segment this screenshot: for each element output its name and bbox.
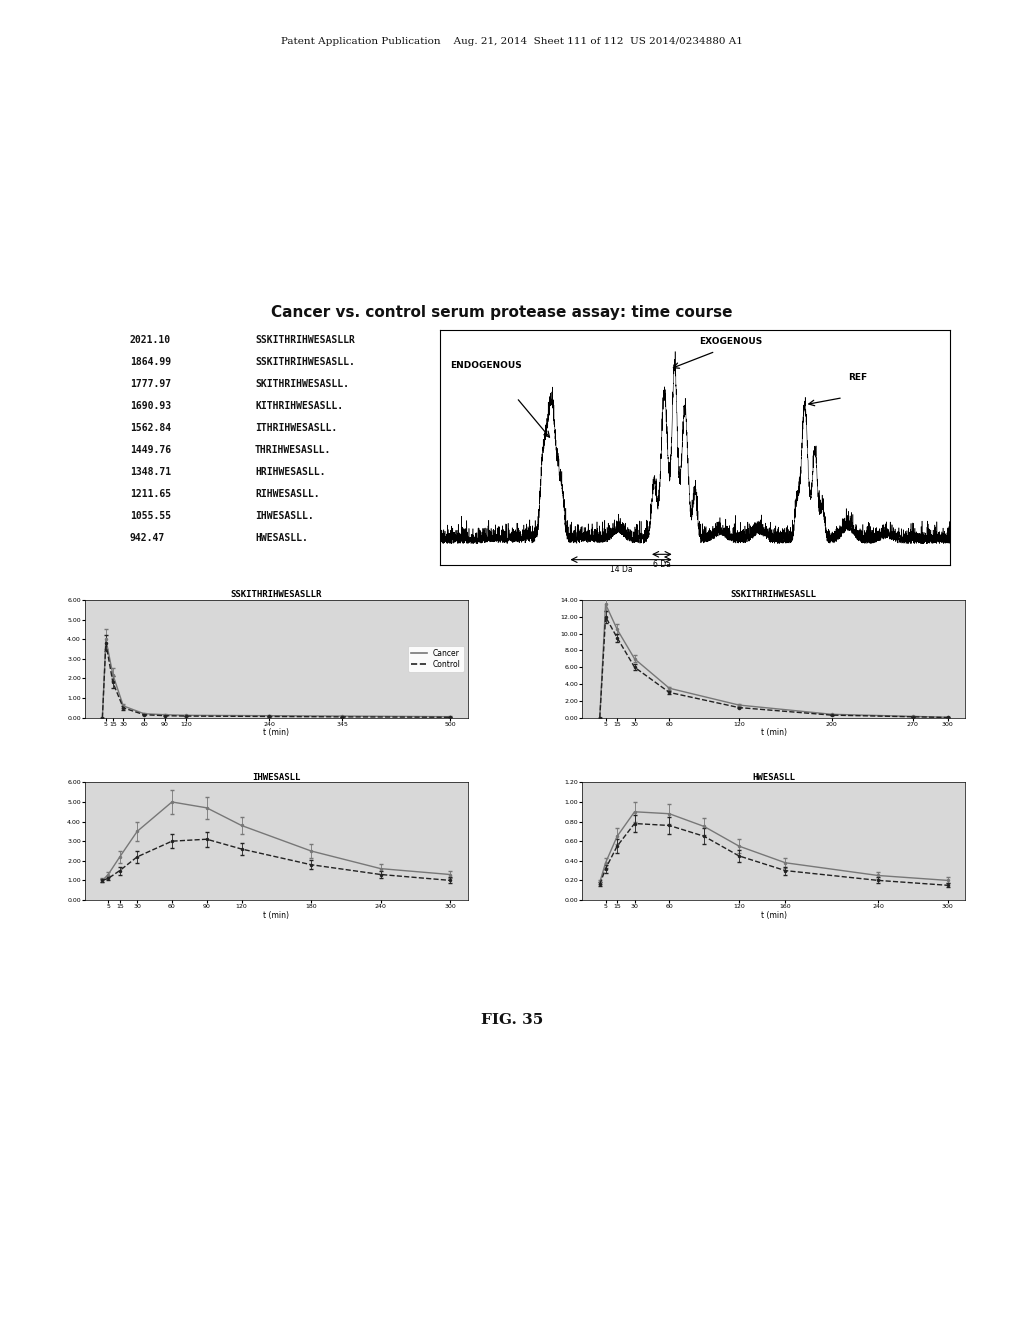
Text: 1449.76: 1449.76 bbox=[130, 445, 171, 455]
X-axis label: t (min): t (min) bbox=[263, 911, 290, 920]
X-axis label: t (min): t (min) bbox=[761, 911, 786, 920]
Text: SKITHRIHWESASLL.: SKITHRIHWESASLL. bbox=[255, 379, 349, 389]
Text: KITHRIHWESASLL.: KITHRIHWESASLL. bbox=[255, 401, 343, 411]
Text: 1864.99: 1864.99 bbox=[130, 356, 171, 367]
X-axis label: t (min): t (min) bbox=[761, 729, 786, 737]
Text: HWESASLL.: HWESASLL. bbox=[255, 533, 308, 543]
Text: 1777.97: 1777.97 bbox=[130, 379, 171, 389]
Text: EXOGENOUS: EXOGENOUS bbox=[699, 337, 762, 346]
Text: 942.47: 942.47 bbox=[130, 533, 165, 543]
Text: 14 Da: 14 Da bbox=[609, 565, 633, 574]
Text: REF: REF bbox=[848, 372, 867, 381]
Title: SSKITHRIHWESASLL: SSKITHRIHWESASLL bbox=[731, 590, 817, 599]
Title: HWESASLL: HWESASLL bbox=[753, 772, 796, 781]
Text: RIHWESASLL.: RIHWESASLL. bbox=[255, 488, 319, 499]
Text: 1562.84: 1562.84 bbox=[130, 422, 171, 433]
Text: Cancer vs. control serum protease assay: time course: Cancer vs. control serum protease assay:… bbox=[271, 305, 732, 319]
Text: 1348.71: 1348.71 bbox=[130, 467, 171, 477]
Text: 1690.93: 1690.93 bbox=[130, 401, 171, 411]
X-axis label: t (min): t (min) bbox=[263, 729, 290, 737]
Legend: Cancer, Control: Cancer, Control bbox=[409, 645, 464, 672]
Text: ITHRIHWESASLL.: ITHRIHWESASLL. bbox=[255, 422, 337, 433]
Text: HRIHWESASLL.: HRIHWESASLL. bbox=[255, 467, 326, 477]
Text: SSKITHRIHWESASLLR: SSKITHRIHWESASLLR bbox=[255, 335, 355, 345]
Text: THRIHWESASLL.: THRIHWESASLL. bbox=[255, 445, 332, 455]
Text: 1055.55: 1055.55 bbox=[130, 511, 171, 521]
Title: IHWESASLL: IHWESASLL bbox=[252, 772, 300, 781]
Text: ENDOGENOUS: ENDOGENOUS bbox=[451, 360, 522, 370]
Text: 2021.10: 2021.10 bbox=[130, 335, 171, 345]
Text: IHWESASLL.: IHWESASLL. bbox=[255, 511, 313, 521]
Text: Patent Application Publication    Aug. 21, 2014  Sheet 111 of 112  US 2014/02348: Patent Application Publication Aug. 21, … bbox=[281, 37, 743, 46]
Title: SSKITHRIHWESASLLR: SSKITHRIHWESASLLR bbox=[230, 590, 322, 599]
Text: FIG. 35: FIG. 35 bbox=[481, 1012, 543, 1027]
Text: SSKITHRIHWESASLL.: SSKITHRIHWESASLL. bbox=[255, 356, 355, 367]
Text: 6 Da: 6 Da bbox=[653, 560, 671, 569]
Text: 1211.65: 1211.65 bbox=[130, 488, 171, 499]
